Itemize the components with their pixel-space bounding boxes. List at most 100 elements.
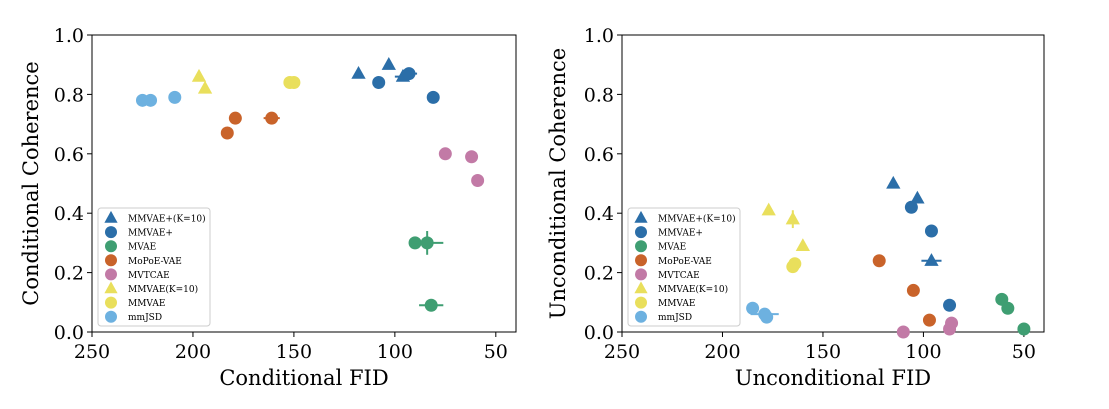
legend-marker <box>635 226 647 239</box>
chart-panel-2: 250 200 150 100 50 0.0 0.2 0.4 0.6 0.8 1.0 Uncondit… <box>546 25 1045 390</box>
data-point <box>465 150 479 164</box>
legend-marker <box>635 254 647 267</box>
data-point <box>872 254 886 268</box>
legend-label: MoPoE-VAE <box>658 257 712 267</box>
legend-marker <box>104 210 118 223</box>
plot-frame <box>621 34 1045 333</box>
data-point <box>760 310 774 324</box>
data-point <box>168 90 182 104</box>
data-point <box>943 298 957 312</box>
data-point <box>746 301 760 315</box>
data-point <box>372 76 386 90</box>
legend-box <box>627 207 741 327</box>
x-tick-label: 50 <box>484 341 508 363</box>
data-point <box>424 298 438 312</box>
data-point <box>287 76 301 90</box>
y-tick-label: 0.2 <box>584 263 614 285</box>
legend-label: MMVAE+ <box>128 229 173 239</box>
x-tick-label: 150 <box>276 341 312 363</box>
legend-marker <box>635 296 647 309</box>
legend-label: mmJSD <box>658 313 692 323</box>
legend-label: MMVAE+(K=10) <box>658 214 736 225</box>
legend-label: MVTCAE <box>658 271 700 281</box>
data-point <box>1001 301 1015 315</box>
data-point <box>144 93 158 107</box>
legend-label: MMVAE+ <box>658 229 703 239</box>
y-tick-label: 0.0 <box>54 322 84 344</box>
legend-label: mmJSD <box>128 313 162 323</box>
legend-marker <box>635 240 647 253</box>
x-tick-label: 100 <box>905 341 941 363</box>
data-point <box>402 67 416 81</box>
data-point <box>904 200 918 214</box>
x-tick-label: 200 <box>175 341 211 363</box>
legend-marker <box>634 210 648 223</box>
y-tick-label: 0.4 <box>584 203 614 225</box>
data-point <box>896 325 910 339</box>
legend-label: MMVAE(K=10) <box>128 284 198 295</box>
plot-frame <box>91 34 517 333</box>
data-point <box>924 224 938 238</box>
y-tick-label: 0.8 <box>584 84 614 106</box>
y-tick-label: 1.0 <box>584 25 614 47</box>
x-tick-label: 50 <box>1012 341 1036 363</box>
y-tick-label: 0.8 <box>54 84 84 106</box>
legend-marker <box>634 281 648 294</box>
legend-label: MVAE <box>658 243 686 253</box>
x-tick-label: 250 <box>604 341 640 363</box>
legend-marker <box>635 310 647 323</box>
y-tick-label: 0.6 <box>584 144 614 166</box>
x-tick-label: 250 <box>74 341 110 363</box>
data-point <box>351 65 366 79</box>
y-tick-label: 0.6 <box>54 144 84 166</box>
data-point <box>886 175 901 189</box>
data-point <box>910 190 925 204</box>
data-point <box>191 68 207 82</box>
data-point <box>788 257 802 271</box>
y-axis-label: Conditional Coherence <box>19 61 43 305</box>
legend-label: MMVAE <box>128 299 165 309</box>
legend-marker <box>105 310 117 323</box>
data-point <box>761 202 776 216</box>
legend-marker <box>105 296 117 309</box>
y-tick-label: 0.4 <box>54 203 84 225</box>
chart-panel-1: 250 200 150 100 50 0.0 0.2 0.4 0.6 0.8 1.0 Conditio… <box>19 25 517 390</box>
legend-label: MMVAE <box>658 299 695 309</box>
data-point <box>945 316 959 330</box>
data-points <box>746 175 1031 339</box>
data-point <box>795 238 811 252</box>
data-points <box>135 57 485 312</box>
legend-label: MMVAE(K=10) <box>658 284 728 295</box>
legend-marker <box>105 254 117 267</box>
data-point <box>228 111 242 125</box>
legend-marker <box>635 268 647 281</box>
legend: MMVAE+(K=10) MMVAE+ MVAE MoPoE-VAE MVTCAE MMV… <box>627 207 741 327</box>
data-point <box>220 126 234 140</box>
legend-box <box>97 207 211 327</box>
data-point <box>197 80 213 94</box>
legend-marker <box>105 240 117 253</box>
x-axis-label: Conditional FID <box>219 366 388 390</box>
legend-marker <box>104 281 118 294</box>
legend-label: MoPoE-VAE <box>128 257 182 267</box>
data-point <box>922 313 936 327</box>
data-point <box>265 111 279 125</box>
legend-label: MVTCAE <box>128 271 170 281</box>
legend-marker <box>105 268 117 281</box>
data-point <box>785 211 800 225</box>
data-point <box>471 174 485 188</box>
y-tick-label: 1.0 <box>54 25 84 47</box>
x-tick-label: 200 <box>704 341 740 363</box>
x-tick-label: 100 <box>377 341 413 363</box>
legend: MMVAE+(K=10) MMVAE+ MVAE MoPoE-VAE MVTCAE MMV… <box>97 207 211 327</box>
data-point <box>906 283 920 297</box>
y-axis-label: Unconditional Coherence <box>546 48 570 319</box>
legend-label: MVAE <box>128 243 156 253</box>
x-axis-label: Unconditional FID <box>735 366 931 390</box>
data-point <box>1017 322 1031 336</box>
data-point <box>924 253 939 266</box>
y-tick-label: 0.0 <box>584 322 614 344</box>
data-point <box>426 90 440 104</box>
data-point <box>420 236 434 250</box>
